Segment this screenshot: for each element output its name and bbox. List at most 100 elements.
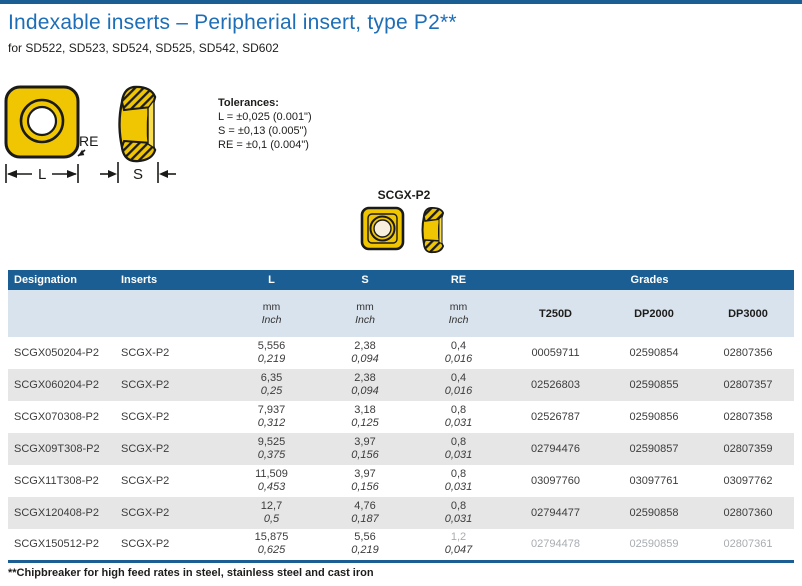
grade-dp2000-cell: 02590856 [629,411,679,423]
table-row: SCGX060204-P2 SCGX-P2 6,35 0,25 2,38 0,094… [8,369,794,401]
designation-cell: SCGX120408-P2 [14,507,99,519]
units-re: mm Inch [412,290,505,337]
grade-dp2000-cell: 02590855 [629,379,679,391]
l-cell: 15,875 0,625 [254,531,289,557]
tolerance-l: L = ±0,025 (0.001") [218,111,312,123]
units-l: mm Inch [225,290,318,337]
insert-spec-table: Designation Inserts L S RE Grades mm Inc… [8,270,794,563]
grade-header-t250d: T250D [538,307,573,320]
designation-cell: SCGX050204-P2 [14,347,99,359]
grade-t250d-cell: 02794478 [531,538,580,551]
units-s: mm Inch [318,290,412,337]
re-cell: 0,4 0,016 [444,372,473,397]
col-header-grades: Grades [630,274,669,286]
grade-t250d-cell: 02526803 [531,379,580,391]
page-subtitle: for SD522, SD523, SD524, SD525, SD542, S… [8,41,279,55]
l-cell: 11,509 0,453 [255,468,288,493]
insert-type-label: SCGX-P2 [377,188,431,202]
l-cell: 9,525 0,375 [257,436,286,461]
re-dim-label: RE [79,133,98,149]
insert-cell: SCGX-P2 [121,411,170,423]
tolerances-heading: Tolerances: [218,97,279,109]
grade-dp3000-cell: 03097762 [723,475,773,487]
unit-mm-label: mm [262,300,281,313]
chipbreaker-footnote: **Chipbreaker for high feed rates in ste… [8,567,374,579]
designation-cell: SCGX070308-P2 [14,411,99,423]
insert-cell: SCGX-P2 [121,443,170,455]
units-spacer [115,290,225,337]
page-top-rule [0,0,802,4]
designation-cell: SCGX09T308-P2 [14,443,100,455]
grade-dp2000-cell: 02590858 [629,507,679,519]
col-header-l: L [268,274,275,286]
insert-cell: SCGX-P2 [121,347,170,359]
insert-cell: SCGX-P2 [121,475,170,487]
unit-inch-label: Inch [261,313,282,326]
unit-inch-label: Inch [355,313,375,326]
grade-header-dp2000: DP2000 [634,307,674,320]
grade-dp2000-cell: 02590859 [629,538,679,551]
insert-side-view-diagram-icon: S [100,85,176,183]
s-cell: 3,18 0,125 [351,404,379,429]
designation-cell: SCGX150512-P2 [14,538,99,551]
grade-header-dp3000: DP3000 [728,307,768,320]
grade-dp3000-cell: 02807357 [723,379,773,391]
s-cell: 5,56 0,219 [351,531,379,557]
table-row: SCGX150512-P2 SCGX-P2 15,875 0,625 5,56 0,… [8,529,794,561]
table-row: SCGX11T308-P2 SCGX-P2 11,509 0,453 3,97 0,… [8,465,794,497]
units-spacer [8,290,115,337]
designation-cell: SCGX11T308-P2 [14,475,99,487]
re-cell: 0,8 0,031 [444,404,473,429]
grade-dp2000-cell: 02590854 [629,347,679,359]
unit-mm-label: mm [356,300,374,313]
grade-dp3000-cell: 02807360 [723,507,773,519]
designation-cell: SCGX060204-P2 [14,379,99,391]
grade-t250d-cell: 00059711 [531,347,580,359]
l-cell: 7,937 0,312 [257,404,286,429]
insert-photo-side-icon [421,206,445,254]
grade-t250d-cell: 02526787 [531,411,580,423]
unit-inch-label: Inch [448,313,469,326]
grade-dp3000-cell: 02807356 [723,347,773,359]
s-cell: 2,38 0,094 [351,372,379,397]
grade-t250d-cell: 03097760 [531,475,580,487]
grade-dp2000-cell: 02590857 [629,443,679,455]
l-cell: 12,7 0,5 [260,500,283,525]
tolerance-re: RE = ±0,1 (0.004") [218,139,309,151]
insert-cell: SCGX-P2 [121,538,170,551]
grade-dp3000-cell: 02807359 [723,443,773,455]
table-row: SCGX050204-P2 SCGX-P2 5,556 0,219 2,38 0,0… [8,337,794,369]
s-dim-label: S [133,166,143,183]
re-cell: 1,2 0,047 [444,531,473,557]
l-dim-label: L [38,166,46,183]
l-cell: 5,556 0,219 [257,340,286,365]
tolerance-s: S = ±0,13 (0.005") [218,125,308,137]
table-units-row: mm Inch mm Inch mm Inch T250D DP2000 DP3… [8,290,794,337]
insert-cell: SCGX-P2 [121,507,170,519]
grade-t250d-cell: 02794476 [531,443,580,455]
table-row: SCGX09T308-P2 SCGX-P2 9,525 0,375 3,97 0,1… [8,433,794,465]
l-cell: 6,35 0,25 [260,372,283,397]
page-title: Indexable inserts – Peripherial insert, … [8,11,457,34]
re-cell: 0,8 0,031 [444,468,473,493]
re-cell: 0,8 0,031 [444,436,473,461]
table-header-row: Designation Inserts L S RE Grades [8,270,794,290]
s-cell: 3,97 0,156 [351,436,379,461]
grade-t250d-cell: 02794477 [531,507,580,519]
s-cell: 2,38 0,094 [351,340,379,365]
s-cell: 4,76 0,187 [351,500,379,525]
s-cell: 3,97 0,156 [351,468,379,493]
re-cell: 0,8 0,031 [444,500,473,525]
grade-dp3000-cell: 02807358 [723,411,773,423]
insert-top-view-diagram-icon: RE L [4,85,98,183]
table-row: SCGX120408-P2 SCGX-P2 12,7 0,5 4,76 0,187 … [8,497,794,529]
grade-dp2000-cell: 03097761 [629,475,679,487]
table-row: SCGX070308-P2 SCGX-P2 7,937 0,312 3,18 0,1… [8,401,794,433]
col-header-re: RE [450,274,467,286]
col-header-inserts: Inserts [121,274,158,286]
grade-dp3000-cell: 02807361 [723,538,773,551]
col-header-s: S [361,274,369,286]
insert-photo-top-icon [360,206,405,251]
tolerances-block: Tolerances: L = ±0,025 (0.001") S = ±0,1… [218,96,312,152]
